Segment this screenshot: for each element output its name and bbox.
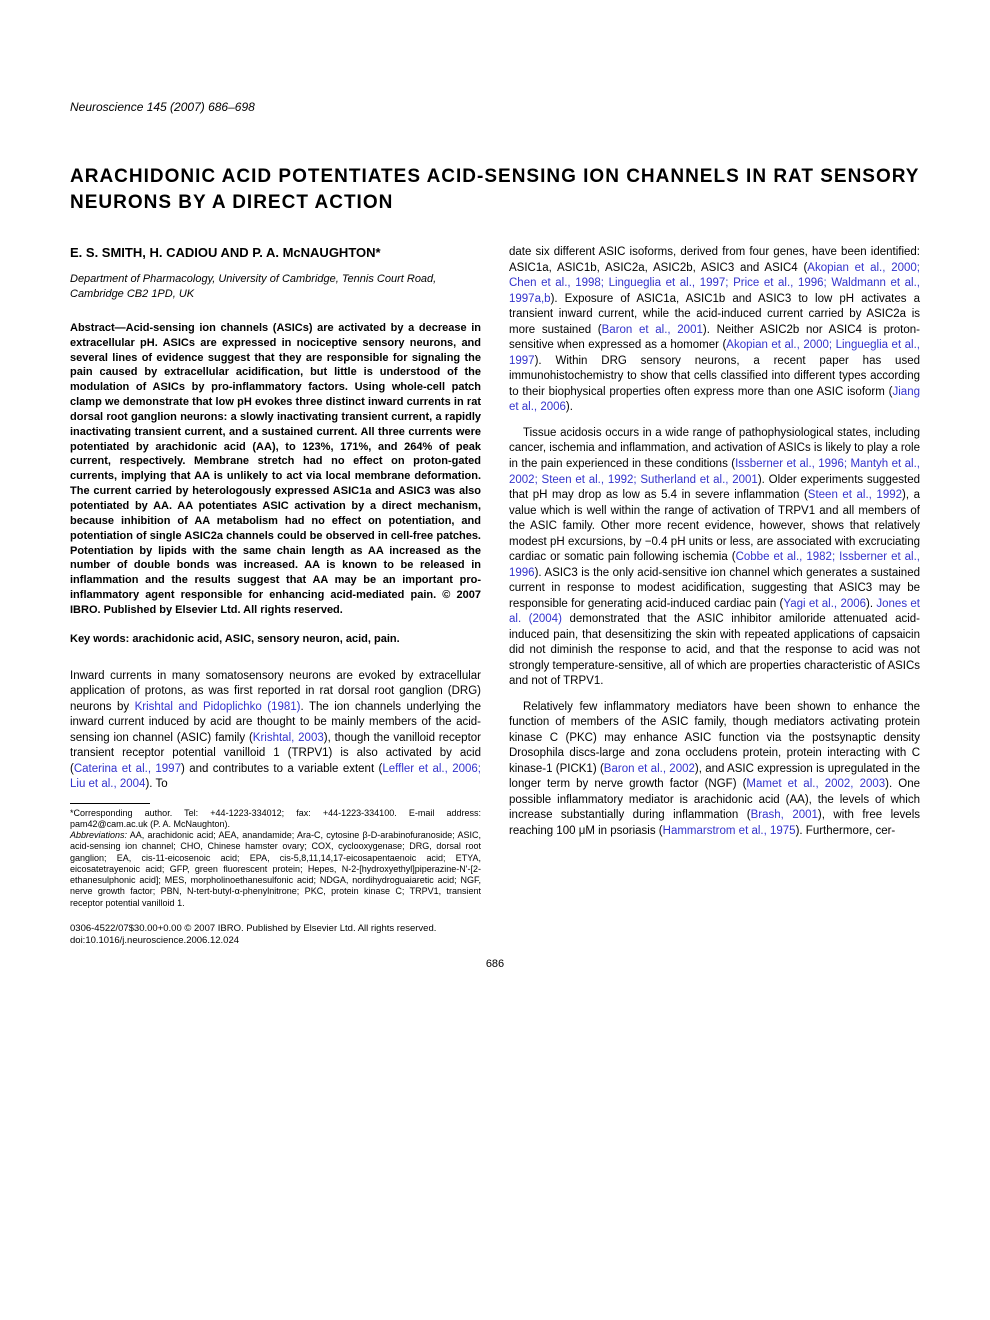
body-text: ). To: [145, 778, 167, 790]
citation-link[interactable]: Mamet et al., 2002, 2003: [746, 778, 885, 790]
doi-line: doi:10.1016/j.neuroscience.2006.12.024: [70, 935, 920, 947]
journal-header: Neuroscience 145 (2007) 686–698: [70, 100, 920, 114]
corresponding-author-footnote: *Corresponding author. Tel: +44-1223-334…: [70, 808, 481, 831]
citation-link[interactable]: Baron et al., 2002: [604, 763, 695, 775]
footer: 0306-4522/07$30.00+0.00 © 2007 IBRO. Pub…: [70, 923, 920, 948]
citation-link[interactable]: Baron et al., 2001: [602, 324, 703, 336]
citation-link[interactable]: Krishtal and Pidoplichko (1981): [135, 701, 301, 713]
body-text: ) and contributes to a variable extent (: [181, 763, 382, 775]
abstract: Abstract—Acid-sensing ion channels (ASIC…: [70, 321, 481, 618]
body-text: ). Within DRG sensory neurons, a recent …: [509, 355, 920, 398]
body-text: ).: [866, 598, 876, 610]
body-paragraph: Tissue acidosis occurs in a wide range o…: [509, 426, 920, 690]
keywords: Key words: arachidonic acid, ASIC, senso…: [70, 632, 481, 647]
article-title: ARACHIDONIC ACID POTENTIATES ACID-SENSIN…: [70, 164, 920, 215]
body-text: ). Furthermore, cer-: [796, 825, 896, 837]
citation-link[interactable]: Hammarstrom et al., 1975: [663, 825, 796, 837]
copyright-line: 0306-4522/07$30.00+0.00 © 2007 IBRO. Pub…: [70, 923, 920, 935]
body-paragraph: Inward currents in many somatosensory ne…: [70, 669, 481, 793]
citation-link[interactable]: Caterina et al., 1997: [74, 763, 181, 775]
footnote-separator: [70, 803, 150, 804]
body-text: ).: [566, 401, 573, 413]
body-text: demonstrated that the ASIC inhibitor ami…: [509, 613, 920, 687]
right-column: date six different ASIC isoforms, derive…: [509, 245, 920, 909]
affiliation: Department of Pharmacology, University o…: [70, 272, 481, 301]
abbreviations-footnote: Abbreviations: AA, arachidonic acid; AEA…: [70, 830, 481, 909]
citation-link[interactable]: Krishtal, 2003: [253, 732, 324, 744]
citation-link[interactable]: Yagi et al., 2006: [783, 598, 866, 610]
body-paragraph: date six different ASIC isoforms, derive…: [509, 245, 920, 416]
authors: E. S. SMITH, H. CADIOU AND P. A. McNAUGH…: [70, 245, 481, 260]
citation-link[interactable]: Steen et al., 1992: [808, 489, 902, 501]
abbreviations-text: AA, arachidonic acid; AEA, anandamide; A…: [70, 830, 481, 908]
page-number: 686: [70, 958, 920, 970]
left-column: E. S. SMITH, H. CADIOU AND P. A. McNAUGH…: [70, 245, 481, 909]
two-column-layout: E. S. SMITH, H. CADIOU AND P. A. McNAUGH…: [70, 245, 920, 909]
abbreviations-label: Abbreviations:: [70, 830, 127, 840]
citation-link[interactable]: Brash, 2001: [751, 809, 818, 821]
body-paragraph: Relatively few inflammatory mediators ha…: [509, 700, 920, 840]
